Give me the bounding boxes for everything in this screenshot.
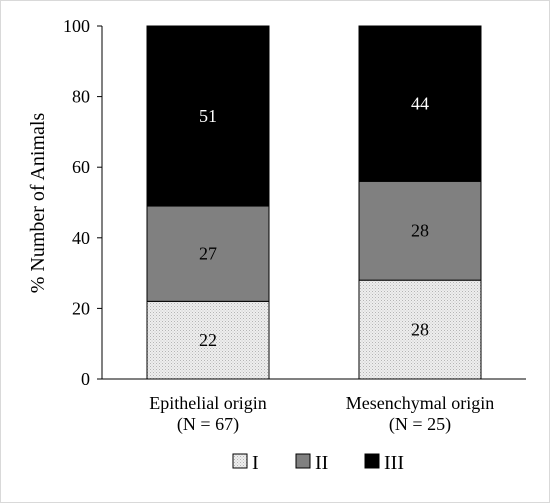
bar-segment-i — [358, 279, 482, 380]
y-tick-label: 40 — [72, 228, 90, 248]
x-tick-label: Epithelial origin — [149, 393, 266, 413]
legend: I II III — [232, 452, 404, 474]
data-label: 44 — [411, 94, 429, 114]
y-tick-label: 20 — [72, 298, 90, 318]
data-label: 28 — [411, 320, 429, 340]
y-tick-label: 100 — [63, 16, 90, 36]
legend-label: II — [315, 452, 328, 474]
data-label: 27 — [199, 244, 217, 264]
data-label: 22 — [199, 330, 217, 350]
data-label: 28 — [411, 221, 429, 241]
legend-swatch-i — [232, 453, 248, 469]
y-tick-label: 60 — [72, 157, 90, 177]
x-tick-sublabel: (N = 25) — [389, 414, 451, 435]
legend-label: I — [252, 452, 259, 474]
legend-label: III — [384, 452, 404, 474]
bar-segment-ii — [146, 205, 270, 302]
legend-swatch-ii — [295, 453, 311, 469]
x-tick-label: Mesenchymal origin — [346, 393, 494, 413]
y-tick-label: 0 — [81, 369, 90, 389]
y-axis-title: % Number of Animals — [27, 113, 49, 294]
bar-segment-ii — [358, 180, 482, 281]
y-tick-label: 80 — [72, 87, 90, 107]
data-label: 51 — [199, 106, 217, 126]
bar-segment-iii — [358, 25, 482, 182]
legend-swatch-iii — [364, 453, 380, 469]
bar-segment-iii — [146, 25, 270, 207]
bar-segment-i — [146, 300, 270, 380]
x-tick-sublabel: (N = 67) — [177, 414, 239, 435]
